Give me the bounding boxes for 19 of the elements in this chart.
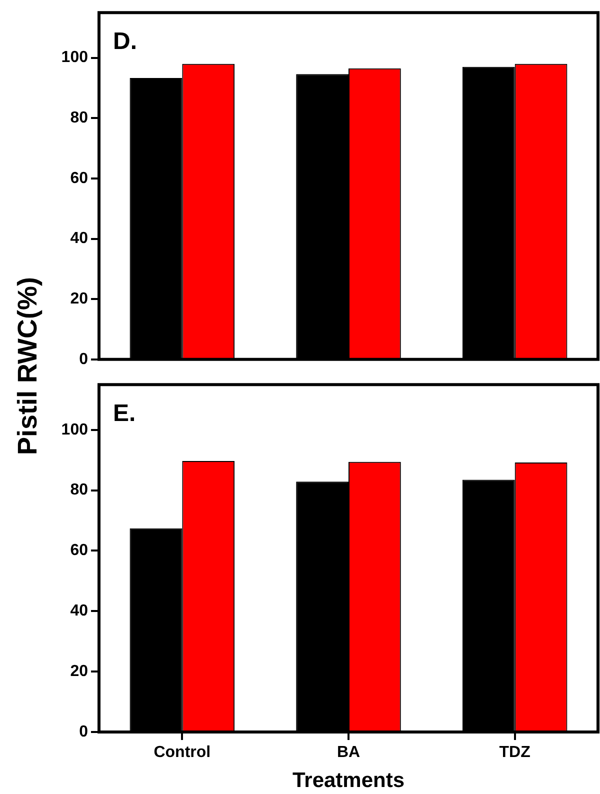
x-tick-label: Control [154, 744, 211, 762]
y-axis-title: Pistil RWC(%) [12, 276, 44, 456]
y-tick-label: 40 [70, 230, 88, 248]
y-tick-label: 60 [70, 542, 88, 560]
x-axis-title: Treatments [292, 769, 405, 792]
text: E. [113, 400, 136, 428]
y-tick-label: 0 [79, 350, 88, 368]
text: D. [113, 28, 137, 56]
x-tick-label: BA [336, 744, 360, 762]
x-tick-label: TDZ [499, 744, 531, 762]
y-tick-label: 20 [70, 290, 88, 308]
y-tick-label: 80 [70, 110, 88, 127]
y-tick-label: 20 [70, 662, 88, 680]
y-tick-label: 0 [79, 723, 88, 740]
y-tick-label: 40 [70, 602, 88, 620]
y-tick-label: 60 [70, 170, 88, 187]
y-tick-label: 100 [61, 49, 88, 66]
y-tick-label: 80 [70, 482, 88, 499]
y-tick-label: 100 [61, 421, 88, 438]
